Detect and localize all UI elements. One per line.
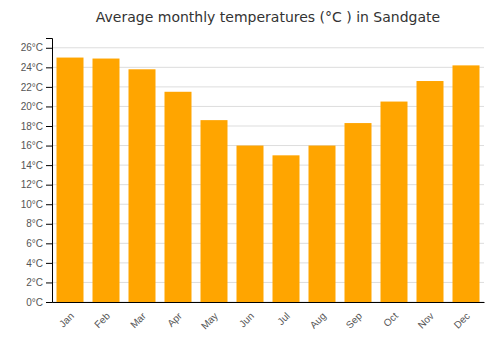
y-tick: 0°C (26, 297, 52, 308)
x-tick: Aug (308, 310, 328, 330)
x-tick: Dec (452, 310, 472, 330)
plot: 0°C 2°C 4°C 6°C 8°C 10°C 12°C 14°C 16°C 18°C 20°C 2… (21, 39, 485, 332)
x-tick-label: Dec (452, 310, 472, 330)
y-tick-mark (46, 302, 52, 303)
x-tick-label: May (199, 310, 220, 331)
y-tick-label: 4°C (26, 258, 43, 269)
y-axis-line (46, 39, 53, 303)
bar (381, 102, 408, 302)
y-tick-mark (46, 224, 52, 225)
y-tick-label: 16°C (21, 140, 43, 151)
y-tick: 12°C (21, 179, 52, 190)
y-tick-label: 0°C (26, 297, 43, 308)
bar (453, 65, 480, 302)
y-tick-label: 18°C (21, 121, 43, 132)
y-tick-mark (46, 263, 52, 264)
x-tick-label: Oct (381, 310, 400, 329)
grid (52, 48, 484, 302)
x-tick-label: Jul (275, 310, 292, 327)
y-tick-mark (46, 67, 52, 68)
x-tick-label: Mar (128, 310, 148, 330)
y-tick-mark (46, 243, 52, 244)
x-tick: Mar (128, 310, 148, 330)
y-tick: 26°C (21, 42, 52, 53)
y-tick-label: 14°C (21, 160, 43, 171)
x-tick: Jan (57, 310, 76, 329)
x-tick: Jul (275, 310, 292, 327)
x-tick: Oct (381, 310, 400, 329)
y-tick-label: 26°C (21, 42, 43, 53)
y-tick: 4°C (26, 258, 52, 269)
y-tick: 10°C (21, 199, 52, 210)
x-axis: Jan Feb Mar Apr May Jun Jul Aug Sep Oct Nov Dec (53, 303, 485, 332)
grid-line (52, 47, 484, 48)
bars (57, 58, 480, 302)
bar (201, 120, 228, 302)
y-tick-mark (46, 146, 52, 147)
y-tick: 14°C (21, 160, 52, 171)
y-tick-mark (46, 87, 52, 88)
x-tick: Apr (165, 310, 184, 329)
y-tick-label: 12°C (21, 179, 43, 190)
bar (129, 69, 156, 302)
y-tick-mark (46, 106, 52, 107)
x-tick-label: Feb (92, 310, 112, 330)
y-tick-mark (46, 185, 52, 186)
y-tick-label: 24°C (21, 62, 43, 73)
bar (93, 59, 120, 302)
y-tick: 2°C (26, 277, 52, 288)
y-tick-label: 10°C (21, 199, 43, 210)
bar (309, 146, 336, 302)
x-tick-label: Nov (416, 310, 436, 330)
y-tick-mark (46, 165, 52, 166)
y-tick-mark (46, 282, 52, 283)
y-axis: 0°C 2°C 4°C 6°C 8°C 10°C 12°C 14°C 16°C 18°C 20°C 2… (21, 39, 53, 308)
x-tick-label: Sep (344, 310, 365, 331)
x-tick-label: Jun (237, 310, 256, 329)
title: Average monthly temperatures (°C ) in Sa… (96, 9, 440, 25)
x-tick: Jun (237, 310, 256, 329)
y-tick: 8°C (26, 218, 52, 229)
x-tick-label: Jan (57, 310, 76, 329)
y-tick: 18°C (21, 121, 52, 132)
y-tick-mark (46, 48, 52, 49)
y-tick: 22°C (21, 82, 52, 93)
y-tick-mark (46, 126, 52, 127)
chart: 0°C 2°C 4°C 6°C 8°C 10°C 12°C 14°C 16°C 18°C 20°C 2… (0, 0, 500, 350)
bar (57, 58, 84, 302)
bar (165, 92, 192, 302)
y-tick: 6°C (26, 238, 52, 249)
x-tick: Feb (92, 310, 112, 330)
bar (237, 146, 264, 302)
x-tick: Sep (344, 310, 365, 331)
y-tick-label: 6°C (26, 238, 43, 249)
y-tick-label: 8°C (26, 218, 43, 229)
x-tick-label: Apr (165, 310, 184, 329)
x-tick: May (199, 310, 220, 331)
y-tick: 16°C (21, 140, 52, 151)
y-tick: 20°C (21, 101, 52, 112)
bar (273, 155, 300, 302)
y-tick-mark (46, 204, 52, 205)
x-axis-line (53, 302, 485, 303)
x-tick-label: Aug (308, 310, 328, 330)
bar (417, 81, 444, 302)
y-tick-label: 2°C (26, 277, 43, 288)
x-tick: Nov (416, 310, 436, 330)
y-tick-label: 22°C (21, 82, 43, 93)
bar (345, 123, 372, 302)
y-tick: 24°C (21, 62, 52, 73)
y-tick-label: 20°C (21, 101, 43, 112)
